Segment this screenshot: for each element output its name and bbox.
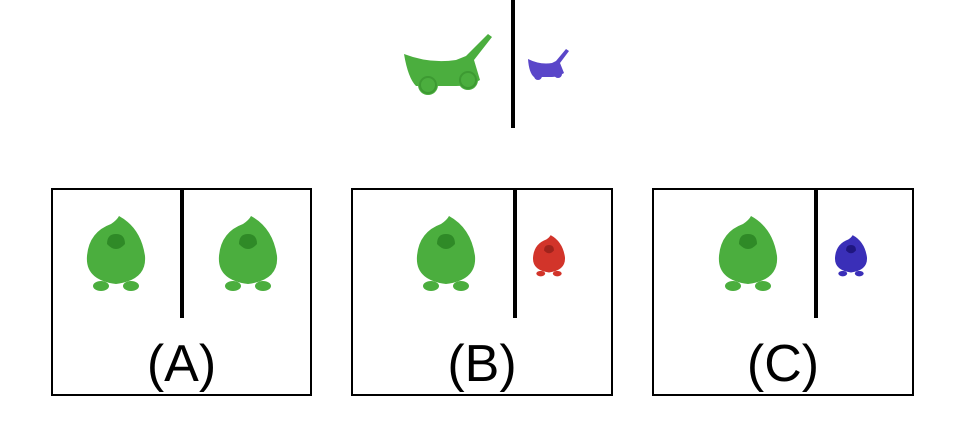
prompt-divider xyxy=(511,0,515,128)
blob-creature-icon xyxy=(834,235,868,277)
lawn-mower-icon xyxy=(528,49,569,80)
option-c-label: (C) xyxy=(746,335,820,393)
option-c-divider xyxy=(814,190,818,318)
option-a-panel[interactable]: (A) xyxy=(51,188,312,396)
blob-creature-icon xyxy=(218,216,278,291)
option-a-label: (A) xyxy=(146,335,217,393)
blob-creature-icon xyxy=(416,216,476,291)
lawn-mower-icon xyxy=(404,34,492,95)
option-b-panel[interactable]: (B) xyxy=(351,188,613,396)
blob-creature-icon xyxy=(718,216,778,291)
option-a-divider xyxy=(180,190,184,318)
option-b-label: (B) xyxy=(447,335,517,393)
option-b-divider xyxy=(513,190,517,318)
prompt-panel xyxy=(380,0,600,130)
blob-creature-icon xyxy=(86,216,146,291)
option-c-panel[interactable]: (C) xyxy=(652,188,914,396)
blob-creature-icon xyxy=(532,235,566,277)
